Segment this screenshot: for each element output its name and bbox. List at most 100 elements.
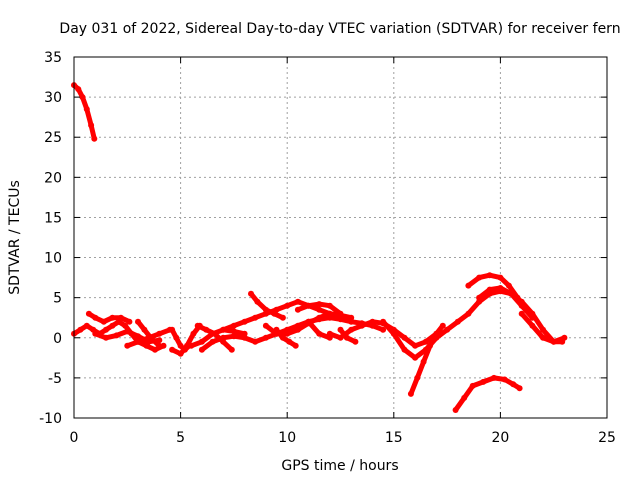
data-point	[337, 334, 344, 341]
data-point	[122, 322, 129, 329]
data-point	[135, 333, 141, 340]
data-point	[348, 314, 355, 321]
data-point	[169, 326, 176, 333]
data-point	[316, 314, 323, 321]
data-point	[103, 326, 109, 333]
x-tick-label: 10	[278, 430, 296, 446]
series-arc11	[194, 322, 235, 353]
y-tick-label: 35	[44, 50, 62, 66]
data-point	[141, 326, 148, 333]
data-point	[518, 310, 525, 317]
x-tick-label: 20	[491, 430, 509, 446]
data-point	[540, 326, 546, 333]
data-point	[252, 314, 259, 321]
data-point	[358, 322, 365, 329]
data-point	[262, 306, 269, 313]
data-point	[83, 106, 90, 113]
y-tick-label: 0	[53, 331, 62, 347]
data-point	[271, 310, 278, 317]
data-point	[177, 350, 184, 357]
data-point	[516, 385, 523, 392]
data-point	[262, 334, 269, 341]
y-tick-label: 10	[44, 251, 62, 267]
plot-frame	[73, 56, 608, 419]
data-point	[284, 302, 291, 309]
data-point	[390, 330, 397, 337]
data-point	[198, 346, 205, 353]
data-point	[88, 122, 95, 129]
x-axis-label: GPS time / hours	[281, 458, 398, 474]
data-series	[71, 82, 568, 413]
data-point	[173, 334, 180, 341]
data-point	[348, 326, 355, 333]
data-point	[427, 342, 433, 349]
data-point	[252, 338, 259, 345]
data-point	[352, 338, 359, 345]
data-point	[135, 318, 141, 325]
data-point	[454, 318, 461, 325]
data-point	[177, 342, 184, 349]
series-line	[135, 319, 162, 349]
series-arc16	[294, 301, 344, 317]
data-point	[92, 314, 99, 321]
data-point	[220, 326, 227, 333]
data-point	[169, 346, 176, 353]
data-point	[465, 310, 472, 317]
x-tick-label: 0	[70, 430, 79, 446]
series-arc3	[85, 310, 133, 325]
data-point	[220, 338, 227, 345]
data-point	[316, 330, 323, 337]
data-point	[326, 330, 333, 337]
data-point	[160, 342, 167, 349]
series-arc22	[452, 374, 523, 413]
data-point	[230, 328, 237, 335]
data-point	[444, 326, 451, 333]
series-line	[71, 82, 97, 142]
data-point	[241, 318, 248, 325]
data-point	[284, 330, 291, 337]
series-arc15	[273, 326, 299, 349]
data-point	[228, 346, 235, 353]
x-tick-label: 15	[385, 430, 403, 446]
data-point	[316, 306, 323, 313]
data-point	[491, 374, 497, 381]
data-point	[294, 298, 301, 305]
data-point	[476, 294, 483, 301]
data-point	[181, 346, 188, 353]
y-axis-label: SDTVAR / TECUs	[7, 180, 23, 295]
data-point	[452, 407, 459, 413]
series-arc21	[407, 322, 446, 397]
data-point	[420, 358, 427, 365]
data-point	[203, 326, 210, 333]
data-point	[412, 342, 419, 349]
chart-title: Day 031 of 2022, Sidereal Day-to-day VTE…	[59, 21, 620, 37]
data-point	[316, 301, 323, 308]
x-tick-label: 5	[176, 430, 185, 446]
series-arc24	[476, 285, 536, 321]
data-point	[465, 282, 472, 289]
data-point	[198, 338, 205, 345]
grid	[74, 57, 607, 418]
data-point	[401, 334, 408, 341]
data-point	[273, 326, 280, 333]
data-point	[529, 314, 536, 321]
data-point	[124, 342, 131, 349]
data-point	[540, 334, 546, 341]
data-point	[343, 334, 350, 341]
data-point	[248, 290, 254, 297]
data-point	[124, 328, 131, 335]
data-point	[91, 135, 98, 142]
data-point	[305, 302, 312, 309]
series-line	[274, 327, 299, 349]
ticks: 0 5 10 15 20 25 -10 -5 0 5 10 15 20 25 30 35	[39, 50, 616, 446]
data-point	[380, 318, 387, 325]
data-point	[103, 334, 109, 341]
data-point	[414, 374, 421, 381]
data-point	[156, 342, 163, 349]
data-point	[152, 346, 158, 353]
data-point	[126, 318, 133, 325]
data-point	[241, 334, 248, 341]
data-point	[279, 314, 286, 321]
data-point	[501, 376, 508, 383]
